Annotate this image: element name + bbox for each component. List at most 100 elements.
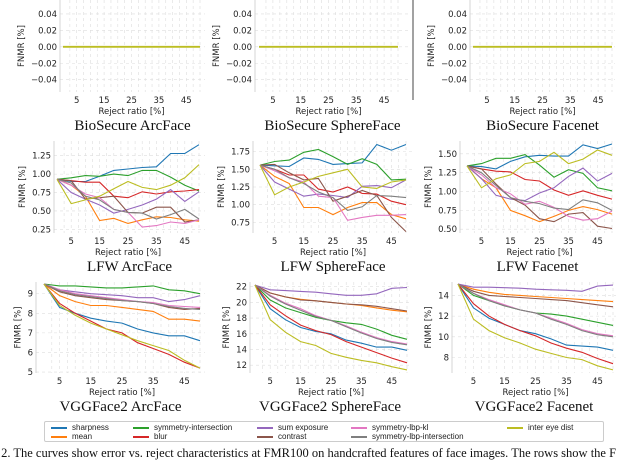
x-tick-label: 45 [592,237,603,247]
x-tick-label: 5 [74,96,79,106]
x-tick-label: 25 [537,96,548,106]
series-line-symmetry-lbp-kl [43,283,201,308]
series-line-inter-eye-dist [457,283,614,371]
series-line-sharpness [466,143,613,170]
y-tick-label: 6 [28,348,33,358]
y-tick-label: 7 [28,329,33,339]
y-tick-label: 14 [236,345,247,355]
y-tick-label: 0.00 [38,43,57,53]
x-tick-label: 35 [356,377,367,387]
x-tick-label: 5 [270,96,275,106]
panel-title: VGGFace2 ArcFace [59,399,181,415]
y-axis-label: FNMR [%] [217,166,227,208]
x-tick-label: 45 [181,96,192,106]
series-line-symmetry-intersection [56,169,200,192]
legend-item-contrast: contrast [257,432,306,442]
x-tick-label: 15 [295,96,306,106]
legend-item-blur: blur [133,432,167,442]
y-tick-label: 5 [28,368,33,378]
x-tick-label: 35 [148,377,159,387]
x-tick-label: 15 [295,377,306,387]
series-line-symmetry-lbp-intersection [56,178,200,220]
panel-title: BioSecure Facenet [486,118,600,134]
legend-label: inter eye dist [528,423,574,432]
y-tick-label: 0.02 [233,26,252,36]
legend-item-sharpness: sharpness [51,423,109,433]
panel-biosecure-sphereface: 0.04 0.02 0.00 −0.02 −0.04 5 15 25 35 45 Reject ra… [212,0,414,134]
x-tick-label: 45 [593,96,604,106]
y-tick-label: 0.25 [32,225,51,235]
y-tick-label: −0.02 [31,59,57,69]
series-line-contrast [259,163,407,232]
x-tick-label: 5 [68,237,73,247]
panel-title: VGGFace2 Facenet [475,399,595,415]
y-axis-label: FNMR [%] [17,25,27,67]
panel-biosecure-facenet: 0.04 0.02 0.00 −0.02 −0.04 5 15 25 35 45 Reject ra… [427,0,615,134]
x-tick-label: 5 [57,377,62,387]
y-tick-label: 22 [236,283,247,293]
y-tick-label: 0.50 [32,207,51,217]
x-axis-label: Reject ratio [%] [298,388,364,398]
y-tick-label: −0.02 [226,59,252,69]
x-tick-label: 15 [509,96,520,106]
x-tick-label: 25 [126,96,137,106]
series-line-sum-exposure [457,283,614,292]
y-axis-label: FNMR [%] [424,307,434,349]
plot-area [54,141,205,233]
panel-title: BioSecure SphereFace [264,118,401,134]
panel-title: LFW ArcFace [87,259,172,275]
x-tick-label: 5 [267,377,272,387]
x-axis-label: Reject ratio [%] [300,248,366,258]
y-tick-label: 1.25 [231,183,250,193]
y-tick-label: 10 [438,333,449,343]
legend-label: symmetry-lbp-intersection [372,432,464,441]
x-tick-label: 35 [565,96,576,106]
x-tick-label: 15 [99,96,110,106]
x-tick-label: 45 [386,377,397,387]
x-tick-label: 25 [123,237,134,247]
x-tick-label: 35 [563,237,574,247]
y-tick-label: 0.04 [448,10,467,20]
series-line-blur [259,164,407,206]
series-line-inter-eye-dist [466,149,613,189]
x-tick-label: 5 [479,237,484,247]
legend-item-inter-eye-dist: inter eye dist [507,423,573,433]
y-axis-label: FNMR [%] [14,307,24,349]
x-tick-label: 5 [484,96,489,106]
y-tick-label: 1.50 [438,150,457,160]
x-tick-label: 15 [85,377,96,387]
plot-area [250,282,410,373]
panel-vggface2-arcface: 9 8 7 6 5 5 15 25 35 45 Reject ratio [%] FNMR [%] VG… [14,282,205,415]
legend-swatch [51,435,67,438]
x-tick-label: 45 [386,237,397,247]
x-tick-label: 45 [179,237,190,247]
series-line-contrast [457,283,614,308]
y-tick-label: 1.00 [438,188,457,198]
panel-title: BioSecure ArcFace [74,118,191,134]
series-line-sharpness [43,283,201,342]
panel-vggface2-sphereface: 22 20 18 16 14 12 5 15 25 35 45 Reject ratio [%] FNM… [222,282,410,415]
series-line-symmetry-intersection [43,283,201,295]
y-tick-label: 0.75 [231,218,250,228]
series-line-sharpness [259,143,407,168]
x-tick-label: 25 [534,237,545,247]
x-tick-label: 45 [179,377,190,387]
series-line-symmetry-lbp-intersection [43,283,201,310]
series-line-sum-exposure [43,283,201,303]
y-tick-label: −0.04 [441,76,467,86]
x-tick-label: 35 [153,96,164,106]
y-tick-label: 0.75 [438,206,457,216]
series-line-mean [466,165,613,223]
x-tick-label: 35 [351,96,362,106]
legend-swatch [51,426,67,429]
legend-item-sum-exposure: sum exposure [257,423,328,433]
series-line-sharpness [254,284,408,351]
y-tick-label: −0.04 [226,76,252,86]
x-tick-label: 35 [357,237,368,247]
legend-swatch [133,426,149,429]
series-line-symmetry-lbp-intersection [457,283,614,338]
panel-biosecure-arcface: 0.04 0.02 0.00 −0.02 −0.04 5 15 25 35 45 Reject ra… [17,0,205,134]
legend-item-symmetry-lbp-kl: symmetry-lbp-kl [351,423,428,433]
x-tick-label: 45 [379,96,390,106]
series-line-sum-exposure [254,284,408,296]
